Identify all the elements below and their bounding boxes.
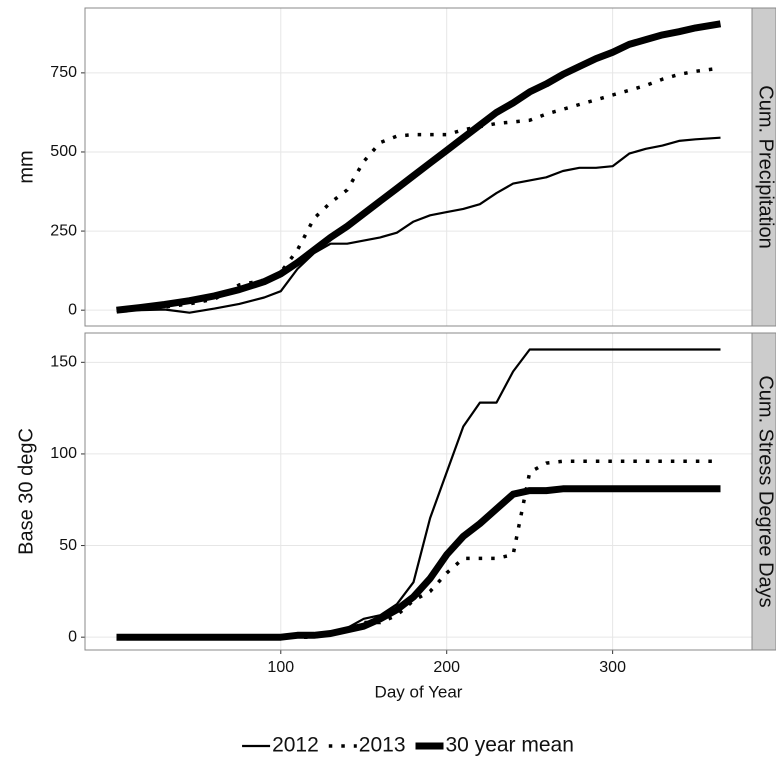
series-line xyxy=(116,20,722,314)
legend-label: 2012 xyxy=(272,734,319,757)
facet-strip xyxy=(751,332,776,651)
y-tick-label: 0 xyxy=(68,301,77,318)
x-tick-label: 300 xyxy=(599,659,626,676)
legend: 2012 2013 30 year mean xyxy=(242,734,574,757)
y-tick-label: 250 xyxy=(50,222,77,239)
x-tick-label: 200 xyxy=(433,659,460,676)
x-axis-label: Day of Year xyxy=(375,682,463,701)
y-tick-label: 50 xyxy=(59,537,77,554)
y-tick-label: 150 xyxy=(50,354,77,371)
y-tick-label: 100 xyxy=(50,445,77,462)
y-tick-label: 750 xyxy=(50,64,77,81)
x-tick-label: 100 xyxy=(267,659,294,676)
y-axis-label: mm xyxy=(15,150,37,183)
y-tick-label: 500 xyxy=(50,143,77,160)
facet-strip xyxy=(751,7,776,327)
legend-label: 30 year mean xyxy=(446,734,574,757)
facet-label: Cum. Precipitation xyxy=(755,85,776,248)
y-tick-label: 0 xyxy=(68,628,77,645)
panel-background xyxy=(85,8,752,326)
legend-label: 2013 xyxy=(359,734,406,757)
series-line xyxy=(116,136,721,314)
series-line xyxy=(116,459,721,639)
y-axis-label: Base 30 degC xyxy=(15,428,37,555)
series-line xyxy=(116,485,721,641)
facet-label: Cum. Stress Degree Days xyxy=(755,375,776,607)
